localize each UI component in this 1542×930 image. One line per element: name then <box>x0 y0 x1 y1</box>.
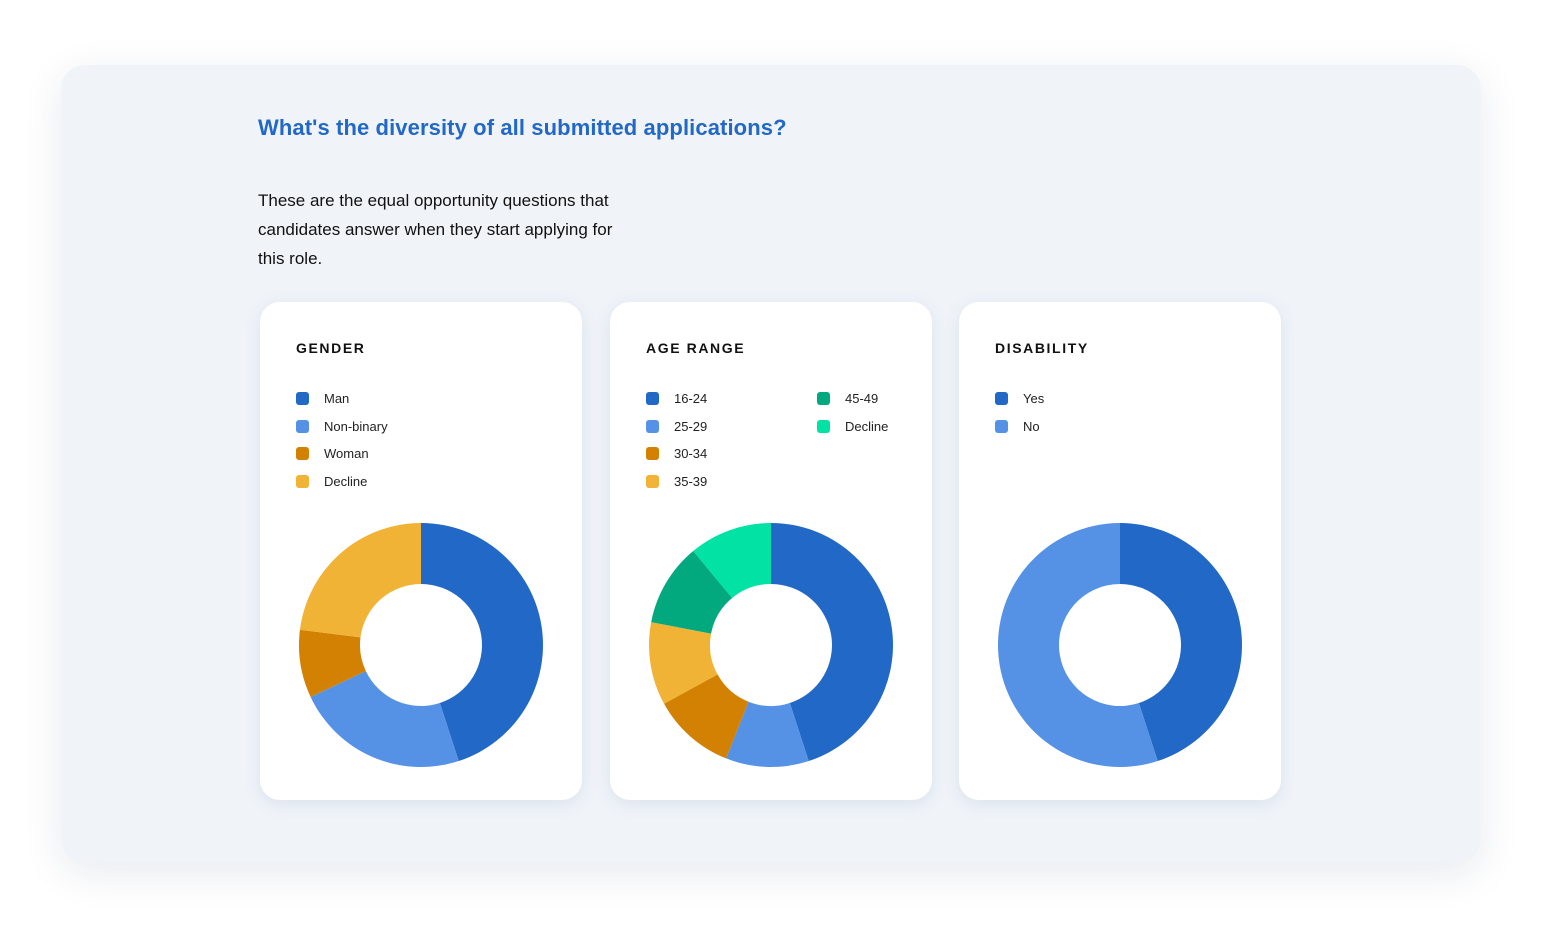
chart-legend: Yes No <box>995 385 1255 440</box>
slice-yes[interactable] <box>1120 523 1242 762</box>
legend-item-30-34: 30-34 <box>646 440 817 468</box>
slice-45-49[interactable] <box>651 550 733 634</box>
legend-label: Non-binary <box>324 418 388 434</box>
chart-title: AGE RANGE <box>646 340 746 356</box>
slice-25-29[interactable] <box>726 701 809 767</box>
legend-label: Man <box>324 391 350 407</box>
slice-decline[interactable] <box>693 523 771 598</box>
chart-legend: Man Non-binary Woman Decline <box>296 385 556 495</box>
legend-label: Yes <box>1023 391 1045 407</box>
slice-woman[interactable] <box>299 629 366 697</box>
legend-item-man: Man <box>296 385 556 413</box>
legend-label: 25-29 <box>674 418 708 434</box>
legend-label: 16-24 <box>674 391 708 407</box>
slice-decline[interactable] <box>299 523 421 638</box>
legend-item-25-29: 25-29 <box>646 413 817 441</box>
legend-item-decline: Decline <box>296 468 556 496</box>
legend-swatch <box>646 474 659 488</box>
slice-16-24[interactable] <box>771 523 893 762</box>
disability-donut-chart <box>997 523 1242 767</box>
legend-label: No <box>1023 418 1040 434</box>
chart-title: DISABILITY <box>995 340 1089 356</box>
legend-item-decline: Decline <box>817 413 917 441</box>
slice-30-34[interactable] <box>664 674 749 759</box>
legend-swatch <box>817 392 830 406</box>
age-range-card: AGE RANGE 16-24 25-29 30-34 35-39 45-49 Decli… <box>610 302 932 800</box>
legend-swatch <box>296 447 309 461</box>
chart-title: GENDER <box>296 340 366 356</box>
legend-label: Decline <box>324 473 368 489</box>
legend-label: 45-49 <box>845 391 879 407</box>
legend-item-woman: Woman <box>296 440 556 468</box>
legend-swatch <box>817 419 830 433</box>
chart-legend: 16-24 25-29 30-34 35-39 45-49 Decline <box>646 385 906 495</box>
page-description: These are the equal opportunity question… <box>258 191 613 268</box>
slice-35-39[interactable] <box>649 622 718 704</box>
page-title: What's the diversity of all submitted ap… <box>258 115 787 140</box>
legend-swatch <box>296 474 309 488</box>
legend-swatch <box>995 419 1008 433</box>
legend-item-45-49: 45-49 <box>817 385 917 413</box>
legend-item-16-24: 16-24 <box>646 385 817 413</box>
slice-non-binary[interactable] <box>310 670 459 767</box>
legend-swatch <box>995 392 1008 406</box>
legend-label: 35-39 <box>674 473 708 489</box>
gender-donut-chart <box>299 523 543 767</box>
gender-card: GENDER Man Non-binary Woman Decline <box>260 302 582 800</box>
legend-swatch <box>296 392 309 406</box>
legend-swatch <box>646 392 659 406</box>
legend-item-35-39: 35-39 <box>646 468 817 496</box>
slice-no[interactable] <box>997 523 1158 767</box>
diversity-panel: What's the diversity of all submitted ap… <box>61 65 1481 863</box>
legend-label: 30-34 <box>674 446 708 462</box>
legend-item-no: No <box>995 413 1255 441</box>
legend-swatch <box>296 419 309 433</box>
disability-card: DISABILITY Yes No <box>959 302 1281 800</box>
age-range-donut-chart <box>649 523 893 767</box>
slice-man[interactable] <box>421 523 543 762</box>
legend-item-yes: Yes <box>995 385 1255 413</box>
legend-label: Woman <box>324 446 369 462</box>
legend-item-non-binary: Non-binary <box>296 413 556 441</box>
legend-swatch <box>646 419 659 433</box>
legend-label: Decline <box>845 418 889 434</box>
legend-swatch <box>646 447 659 461</box>
